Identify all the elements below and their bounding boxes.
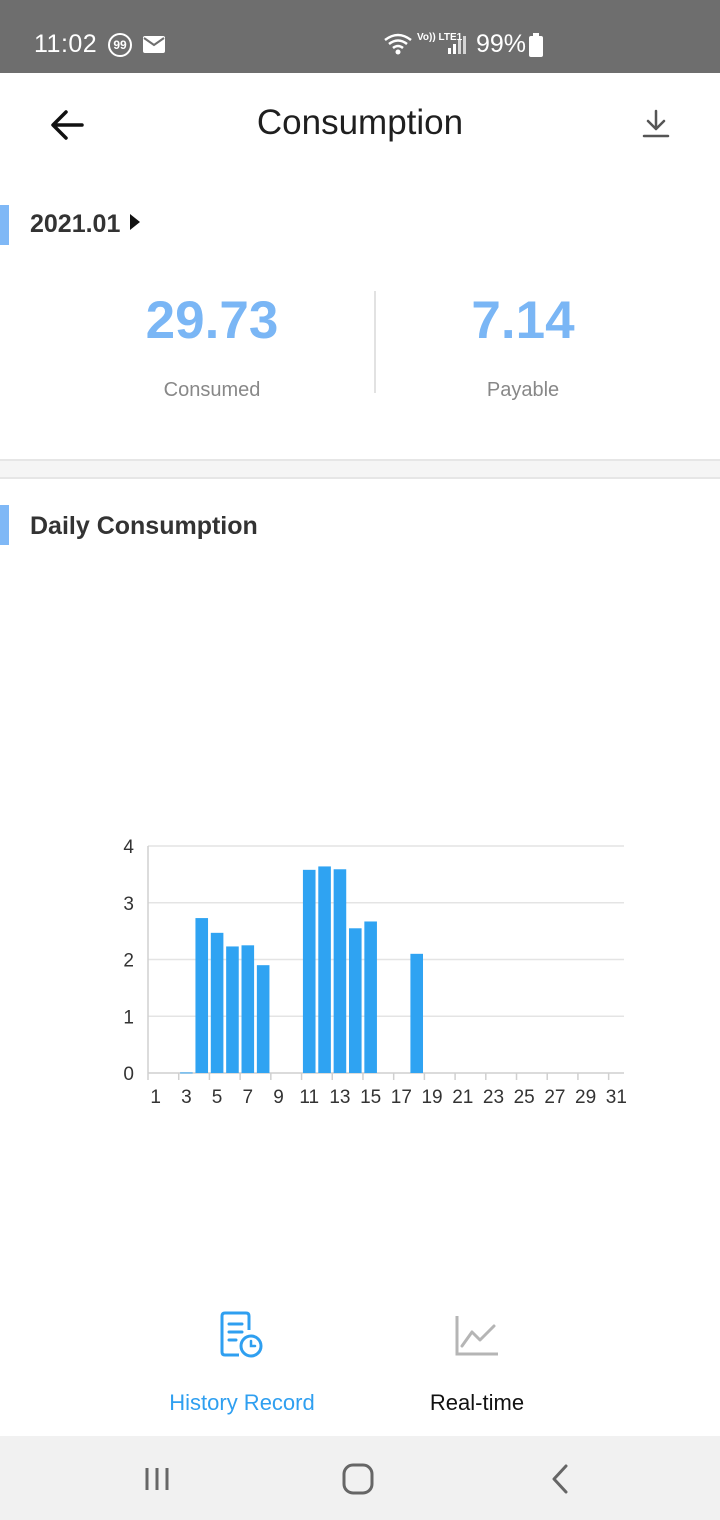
home-icon[interactable] xyxy=(336,1460,380,1498)
month-label: 2021.01 xyxy=(30,210,121,238)
bar-day-18 xyxy=(410,953,424,1073)
status-time: 11:02 xyxy=(34,30,98,58)
consumed-value: 29.73 xyxy=(145,291,279,350)
arrow-left-icon[interactable] xyxy=(46,103,90,147)
nav-back-icon[interactable] xyxy=(538,1460,582,1498)
x-tick-label: 27 xyxy=(544,1087,565,1108)
bar-day-8 xyxy=(256,965,270,1073)
x-tick-label: 19 xyxy=(421,1087,442,1108)
x-tick-label: 15 xyxy=(360,1087,381,1108)
battery-percent: 99% xyxy=(476,30,527,58)
download-icon[interactable] xyxy=(638,105,674,141)
x-tick-label: 17 xyxy=(391,1087,412,1108)
y-tick-label: 0 xyxy=(123,1064,134,1085)
system-nav-bar xyxy=(0,1436,720,1520)
x-tick-label: 29 xyxy=(575,1087,596,1108)
tab-label: History Record xyxy=(169,1390,315,1415)
wifi-icon xyxy=(384,33,412,55)
bar-day-4 xyxy=(195,918,209,1073)
x-tick-label: 9 xyxy=(273,1087,284,1108)
y-tick-label: 3 xyxy=(123,894,134,915)
status-bar: 11:02 99 Vo)) LTE1 99% xyxy=(0,0,720,73)
x-tick-label: 23 xyxy=(483,1087,504,1108)
line-chart-icon xyxy=(455,1316,498,1356)
payable-stat: 7.14 Payable xyxy=(368,290,678,402)
bar-day-7 xyxy=(241,945,255,1073)
recents-icon[interactable] xyxy=(135,1460,179,1498)
network-indicator: Vo)) LTE1 xyxy=(417,32,463,43)
x-tick-label: 5 xyxy=(212,1087,223,1108)
consumed-stat: 29.73 Consumed xyxy=(57,290,367,402)
y-tick-label: 1 xyxy=(123,1007,134,1028)
daily-consumption-title: Daily Consumption xyxy=(30,512,258,540)
bar-day-14 xyxy=(348,928,362,1073)
bar-day-15 xyxy=(364,921,377,1073)
tab-real-time[interactable]: Real-time xyxy=(367,1310,587,1416)
x-tick-label: 11 xyxy=(299,1087,319,1108)
x-tick-label: 31 xyxy=(606,1087,627,1108)
x-tick-label: 7 xyxy=(243,1087,254,1108)
mail-icon xyxy=(143,36,165,53)
bar-day-6 xyxy=(226,946,239,1073)
history-record-icon xyxy=(220,1311,263,1358)
app-header: Consumption xyxy=(0,73,720,177)
month-selector[interactable]: 2021.01 xyxy=(30,210,141,239)
x-tick-label: 3 xyxy=(181,1087,192,1108)
section-accent-bar xyxy=(0,505,9,545)
bar-day-3 xyxy=(180,1072,193,1074)
payable-label: Payable xyxy=(486,379,560,401)
x-tick-label: 1 xyxy=(150,1087,161,1108)
stat-divider xyxy=(374,291,376,393)
payable-value: 7.14 xyxy=(471,291,575,350)
bar-day-11 xyxy=(302,869,316,1073)
bar-day-12 xyxy=(318,866,331,1073)
battery-icon xyxy=(529,33,543,57)
section-separator xyxy=(0,459,720,479)
x-tick-label: 21 xyxy=(452,1087,473,1108)
tab-label: Real-time xyxy=(429,1390,525,1415)
tab-history-record[interactable]: History Record xyxy=(132,1310,352,1416)
x-tick-label: 25 xyxy=(514,1087,535,1108)
y-tick-label: 4 xyxy=(123,837,134,858)
consumed-label: Consumed xyxy=(163,379,261,401)
y-tick-label: 2 xyxy=(123,951,134,972)
caret-right-icon xyxy=(130,214,141,230)
page-title: Consumption xyxy=(256,103,464,142)
notification-badge: 99 xyxy=(108,33,132,57)
signal-icon xyxy=(448,36,466,54)
x-tick-label: 13 xyxy=(329,1087,350,1108)
section-accent-bar xyxy=(0,205,9,245)
bar-day-13 xyxy=(333,869,347,1073)
bar-day-5 xyxy=(210,932,224,1073)
